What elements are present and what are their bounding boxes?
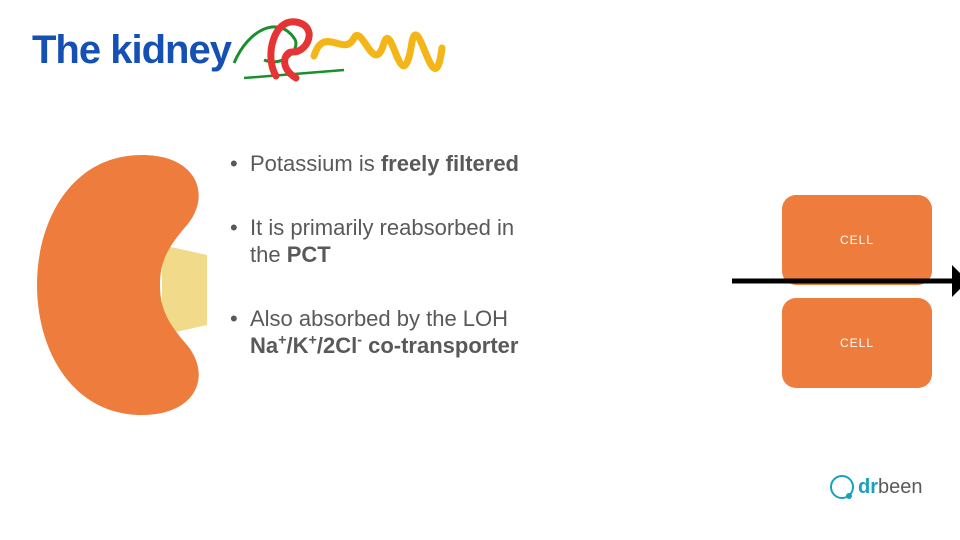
logo-icon	[830, 475, 854, 499]
bullet-item: It is primarily reabsorbed in the PCT	[230, 214, 550, 269]
slide: The kidney Potassium is freely filtered I…	[0, 0, 960, 540]
page-title: The kidney	[32, 28, 231, 73]
kidney-illustration	[32, 150, 232, 420]
bullet-list: Potassium is freely filtered It is primar…	[230, 150, 550, 396]
bullet-item: Potassium is freely filtered	[230, 150, 550, 178]
cell-box-bottom: CELL	[782, 298, 932, 388]
cell-label: CELL	[840, 233, 874, 247]
transport-arrow	[732, 261, 960, 301]
bullet-item: Also absorbed by the LOH Na+/K+/2Cl- co-…	[230, 305, 550, 360]
doodle-nephron	[224, 0, 454, 118]
brand-logo: drbeen	[830, 475, 923, 499]
cell-label: CELL	[840, 336, 874, 350]
logo-text: drbeen	[858, 476, 923, 499]
